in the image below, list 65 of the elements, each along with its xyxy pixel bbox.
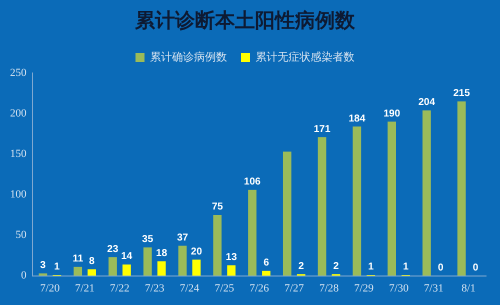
- y-tick-label: 100: [10, 188, 27, 201]
- bar: [88, 269, 96, 276]
- data-label: 1: [368, 262, 374, 273]
- chart-title: 累计诊断本土阳性病例数: [134, 8, 356, 32]
- data-label: 75: [212, 202, 224, 213]
- x-tick-label: 7/25: [214, 282, 235, 294]
- x-tick-label: 7/22: [110, 282, 130, 294]
- data-label: 215: [453, 88, 470, 100]
- data-label: 184: [348, 113, 366, 124]
- bar: [422, 110, 431, 276]
- data-label: 106: [244, 176, 262, 188]
- x-tick-label: 7/20: [40, 282, 60, 294]
- data-label: 1: [402, 262, 409, 273]
- data-label: 14: [121, 251, 133, 262]
- x-tick-label: 7/31: [424, 282, 444, 294]
- bar: [248, 190, 256, 276]
- data-label: 13: [226, 252, 238, 264]
- data-label: 18: [156, 248, 168, 259]
- bar: [457, 101, 466, 276]
- x-tick-label: 7/24: [180, 282, 200, 294]
- x-tick-label: 7/30: [389, 282, 410, 294]
- bar: [143, 247, 152, 276]
- bar: [213, 214, 222, 276]
- bar: [352, 126, 362, 276]
- bar: [74, 266, 82, 276]
- bar: [282, 152, 292, 276]
- x-tick-label: 7/21: [75, 282, 95, 294]
- bar: [262, 270, 270, 276]
- y-tick-label: 0: [21, 270, 27, 282]
- data-label: 6: [263, 258, 270, 269]
- data-label: 0: [438, 262, 444, 274]
- bar: [178, 246, 187, 276]
- x-tick-label: 7/26: [249, 282, 270, 294]
- bar: [157, 261, 166, 276]
- bar: [108, 257, 117, 276]
- bar: [227, 265, 236, 276]
- y-tick-label: 150: [10, 148, 27, 160]
- x-tick-label: 7/27: [284, 282, 304, 294]
- data-label: 35: [142, 234, 154, 246]
- data-label: 20: [190, 246, 202, 258]
- data-label: 171: [314, 124, 331, 135]
- bar: [388, 122, 396, 276]
- data-label: 0: [472, 262, 479, 274]
- y-tick-label: 200: [10, 107, 27, 120]
- bar: [192, 260, 201, 276]
- legend-label: 累计确诊病例数: [150, 50, 227, 64]
- data-label: 2: [333, 260, 340, 272]
- data-label: 204: [418, 97, 436, 108]
- x-tick-label: 7/28: [319, 282, 340, 294]
- data-label: 2: [298, 260, 304, 272]
- data-label: 11: [72, 254, 84, 265]
- data-label: 3: [40, 260, 46, 272]
- bar: [318, 137, 326, 276]
- data-label: 37: [176, 232, 189, 244]
- x-tick-label: 7/29: [354, 282, 374, 294]
- y-tick-label: 250: [10, 66, 27, 79]
- x-tick-label: 8/1: [462, 282, 476, 294]
- bar: [122, 264, 131, 276]
- data-label: 1: [54, 262, 60, 273]
- y-tick-label: 50: [16, 229, 27, 242]
- x-tick-label: 7/23: [144, 282, 165, 294]
- legend-label: 累计无症状感染者数: [256, 50, 354, 64]
- data-label: 23: [107, 244, 119, 255]
- data-label: 190: [383, 108, 401, 120]
- data-label: 8: [89, 256, 96, 268]
